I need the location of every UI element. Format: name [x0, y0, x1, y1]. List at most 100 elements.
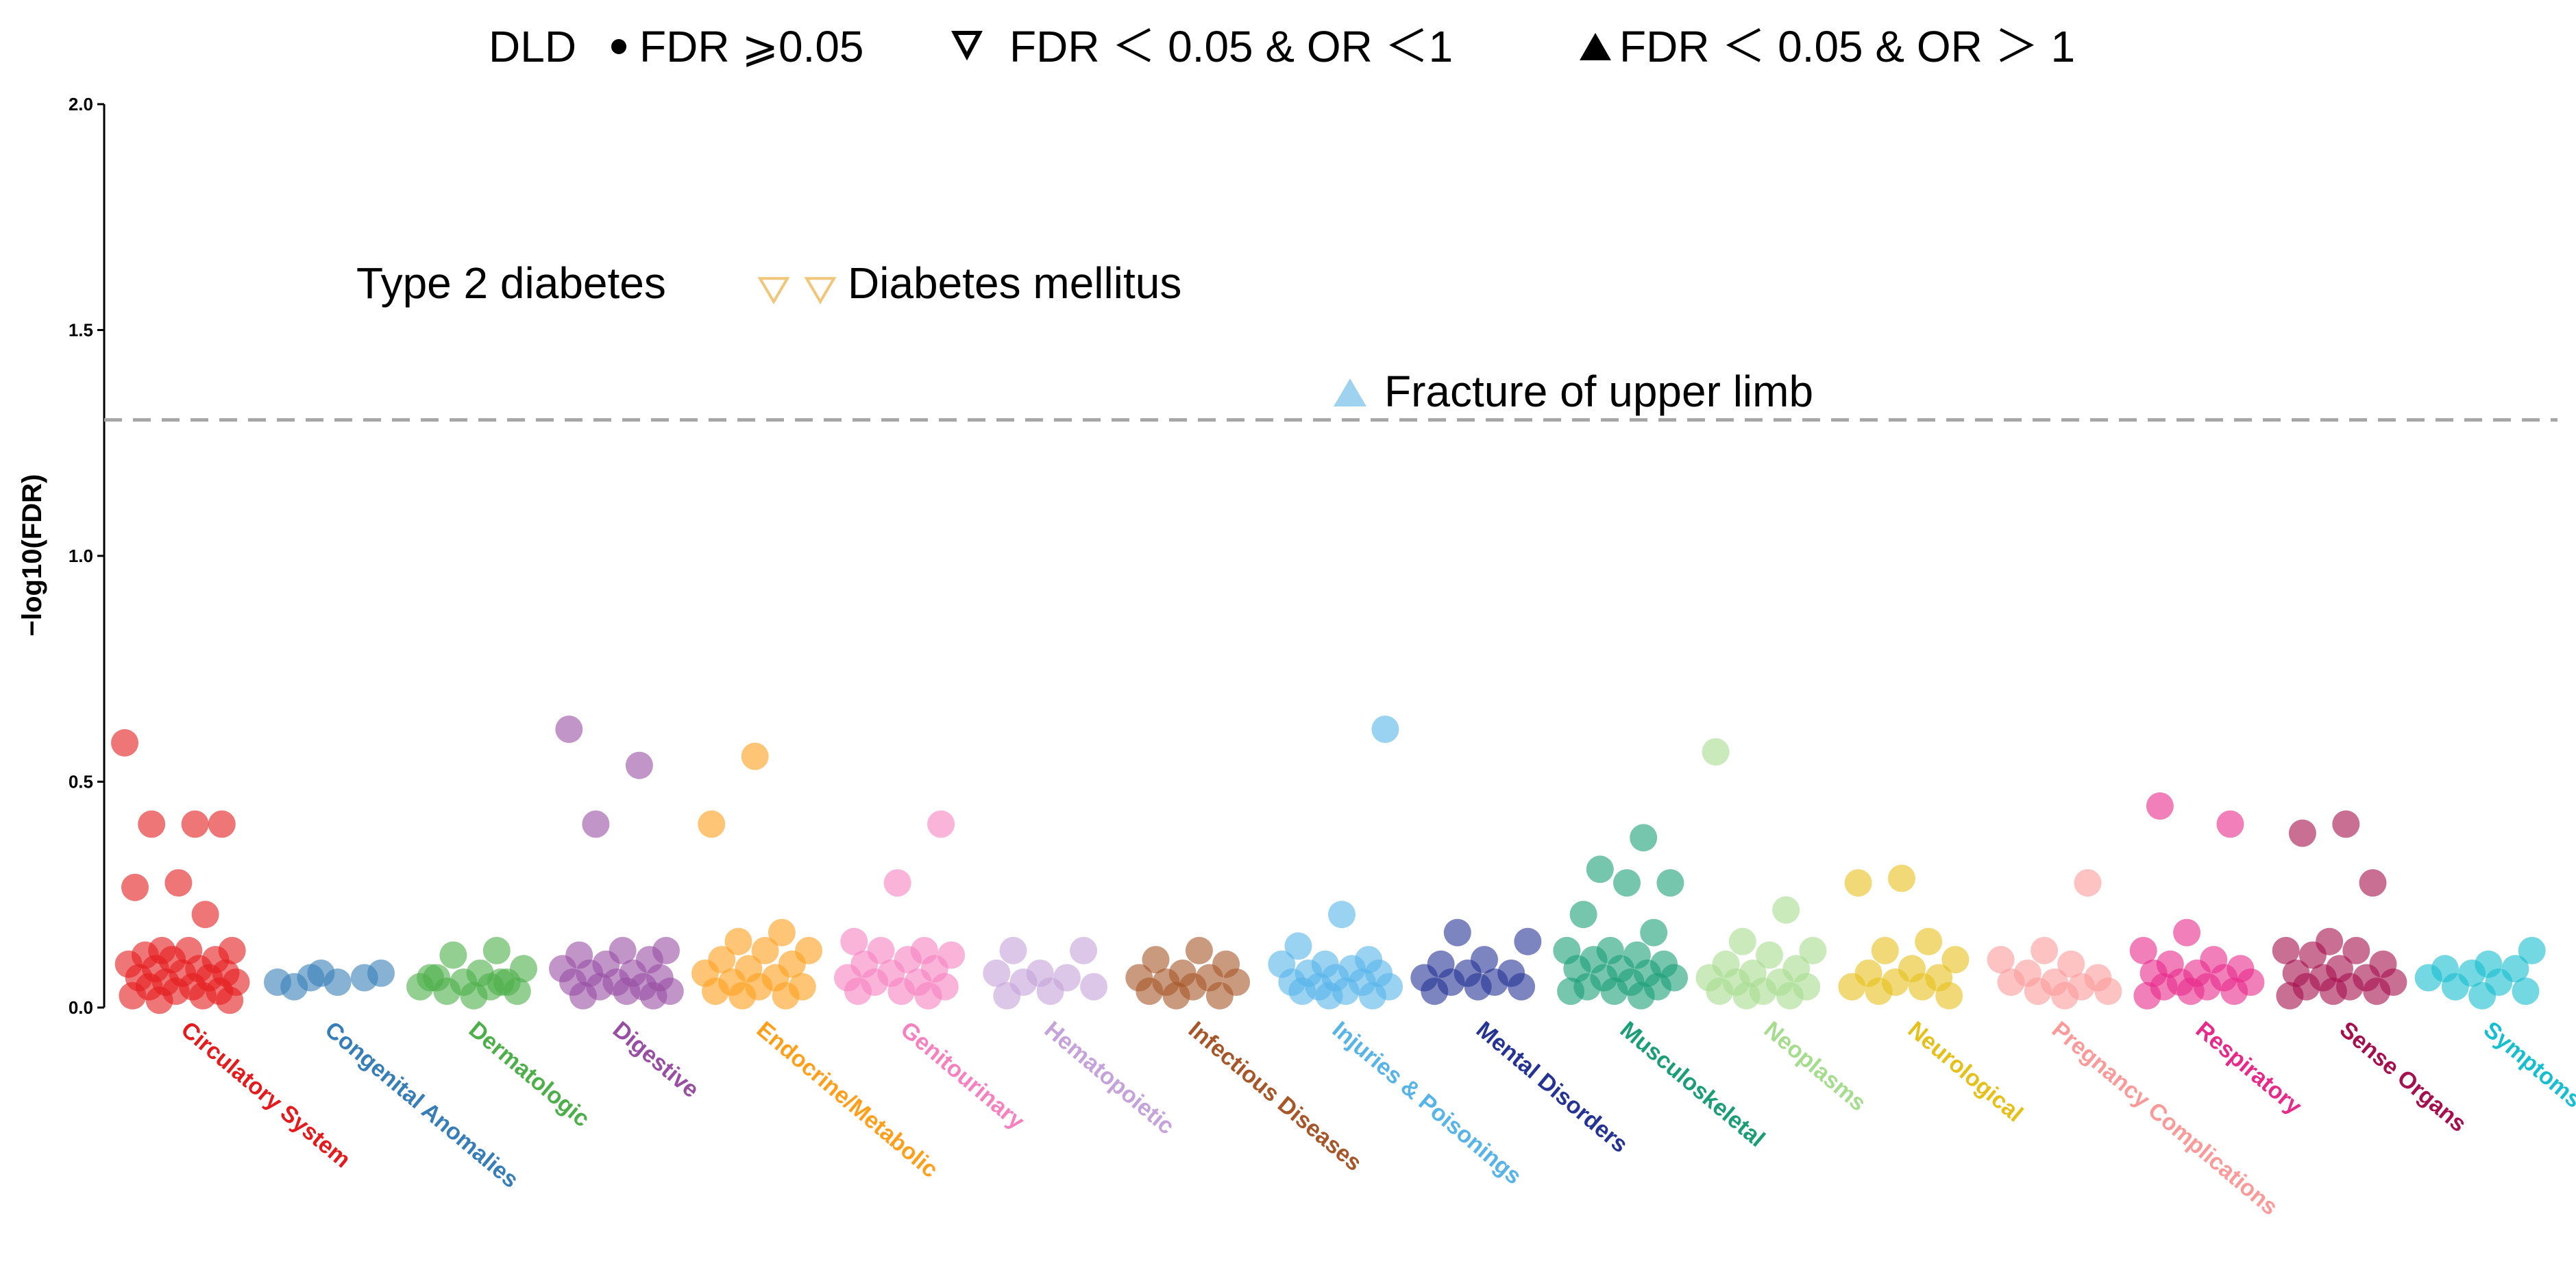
data-point-symptoms [2468, 982, 2497, 1010]
data-point-congenital-anomalies [307, 959, 335, 987]
data-point-symptoms [2512, 977, 2540, 1005]
legend-label-sig-or-above-one: FDR ＜ 0.05 & OR ＞ 1 [1619, 22, 2075, 71]
annotation-diabetes-mellitus: Diabetes mellitus [848, 258, 1181, 308]
data-points [111, 716, 2546, 1014]
x-tick-label-sense-organs: Sense Organs [2335, 1016, 2472, 1137]
data-point-infectious-diseases [1205, 982, 1234, 1010]
data-point-musculoskeletal [1600, 977, 1628, 1005]
data-point-sense-organs [2363, 977, 2391, 1005]
data-point-respiratory [2176, 977, 2205, 1005]
data-point-respiratory [2129, 936, 2157, 964]
data-point-mental-disorders [1421, 977, 1449, 1005]
data-point-pregnancy-complications [1987, 946, 2015, 974]
title-prefix: DLD [489, 22, 576, 71]
data-point-genitourinary [927, 810, 955, 838]
data-point-digestive [582, 810, 610, 838]
y-tick-label: 0.0 [69, 997, 93, 1018]
data-point-endocrine-metabolic [728, 982, 757, 1010]
data-point-digestive [569, 982, 597, 1010]
data-point-neurological [1915, 927, 1943, 955]
legend-triangle-up-marker [1580, 33, 1611, 60]
data-point-injuries-poisonings [1371, 716, 1399, 743]
data-point-injuries-poisonings [1315, 982, 1343, 1010]
data-point-endocrine-metabolic [751, 936, 779, 964]
data-point-sense-organs [2332, 810, 2360, 838]
data-point-pregnancy-complications [2057, 950, 2085, 978]
x-tick-label-neoplasms: Neoplasms [1759, 1016, 1871, 1117]
data-point-respiratory [2220, 977, 2248, 1005]
data-point-sense-organs [2276, 982, 2304, 1010]
data-point-injuries-poisonings [1284, 932, 1312, 960]
data-point-infectious-diseases [1185, 936, 1213, 964]
chart-title: DLD FDR ⩾0.05 FDR ＜ 0.05 & OR ＜1 FDR ＜ 0… [489, 22, 2075, 71]
data-point-symptoms [2414, 964, 2442, 992]
data-point-infectious-diseases [1142, 946, 1170, 974]
y-tick-label: 1.0 [69, 546, 93, 566]
annotation-type-2-diabetes: Type 2 diabetes [356, 258, 666, 308]
y-tick-label: 0.5 [69, 772, 93, 792]
diabetes-mellitus-marker [804, 277, 837, 305]
y-axis: 0.0 0.5 1.0 1.5 2.0 [69, 94, 106, 1018]
data-point-pregnancy-complications [2031, 936, 2059, 964]
data-point-pregnancy-complications [2051, 982, 2078, 1010]
data-point-genitourinary [914, 982, 942, 1010]
data-point-sense-organs [2359, 869, 2387, 897]
data-point-congenital-anomalies [350, 964, 378, 992]
data-point-endocrine-metabolic [698, 810, 726, 838]
data-point-infectious-diseases [1162, 982, 1190, 1010]
data-point-mental-disorders [1464, 973, 1492, 1001]
data-point-endocrine-metabolic [772, 982, 800, 1010]
data-point-genitourinary [883, 869, 911, 897]
legend-dot-marker [611, 39, 626, 54]
data-point-neoplasms [1702, 738, 1730, 766]
data-point-musculoskeletal [1557, 977, 1585, 1005]
legend-label-sig-or-below-one: FDR ＜ 0.05 & OR ＜1 [1009, 22, 1453, 71]
x-tick-label-hematopoietic: Hematopoietic [1040, 1016, 1179, 1140]
data-point-circulatory-system [191, 901, 219, 929]
data-point-neurological [1888, 864, 1915, 892]
data-point-circulatory-system [189, 982, 217, 1010]
data-point-hematopoietic [999, 936, 1027, 964]
y-axis-label: −log10(FDR) [17, 474, 47, 637]
y-tick-label: 1.5 [69, 320, 93, 341]
data-point-injuries-poisonings [1288, 977, 1316, 1005]
fracture-of-upper-limb-marker [1334, 378, 1366, 406]
data-point-digestive [613, 977, 641, 1005]
data-point-musculoskeletal [1640, 918, 1668, 947]
data-point-musculoskeletal [1586, 855, 1614, 883]
data-point-circulatory-system [216, 986, 244, 1014]
annotation-fracture-of-upper-limb: Fracture of upper limb [1384, 367, 1813, 416]
data-point-neoplasms [1776, 982, 1804, 1010]
data-point-sense-organs [2298, 941, 2327, 969]
data-point-endocrine-metabolic [702, 977, 729, 1005]
data-point-dermatologic [482, 936, 511, 964]
data-point-neoplasms [1799, 936, 1827, 964]
data-point-circulatory-system [181, 810, 209, 838]
data-point-hematopoietic [1036, 977, 1064, 1005]
data-point-symptoms [2441, 973, 2469, 1001]
x-tick-label-respiratory: Respiratory [2191, 1016, 2307, 1120]
data-point-neoplasms [1728, 927, 1756, 955]
data-point-respiratory [2146, 792, 2174, 820]
data-point-mental-disorders [1443, 918, 1471, 947]
data-point-pregnancy-complications [1997, 968, 2025, 996]
data-point-respiratory [2216, 810, 2244, 838]
x-tick-label-dermatologic: Dermatologic [464, 1016, 595, 1132]
data-point-hematopoietic [993, 982, 1021, 1010]
data-point-neurological [1871, 936, 1899, 964]
data-point-endocrine-metabolic [741, 742, 769, 770]
type-2-diabetes-marker [757, 277, 790, 305]
data-point-mental-disorders [1514, 927, 1542, 955]
data-point-circulatory-system [121, 873, 149, 901]
data-point-musculoskeletal [1630, 824, 1658, 852]
data-point-musculoskeletal [1656, 869, 1684, 897]
data-point-digestive [639, 982, 667, 1010]
data-point-neurological [1844, 869, 1872, 897]
data-point-dermatologic [439, 941, 467, 969]
data-point-hematopoietic [1070, 936, 1098, 964]
annotations: Type 2 diabetes Diabetes mellitus Fractu… [356, 258, 1813, 416]
data-point-genitourinary [840, 927, 868, 955]
data-point-neoplasms [1772, 896, 1800, 924]
